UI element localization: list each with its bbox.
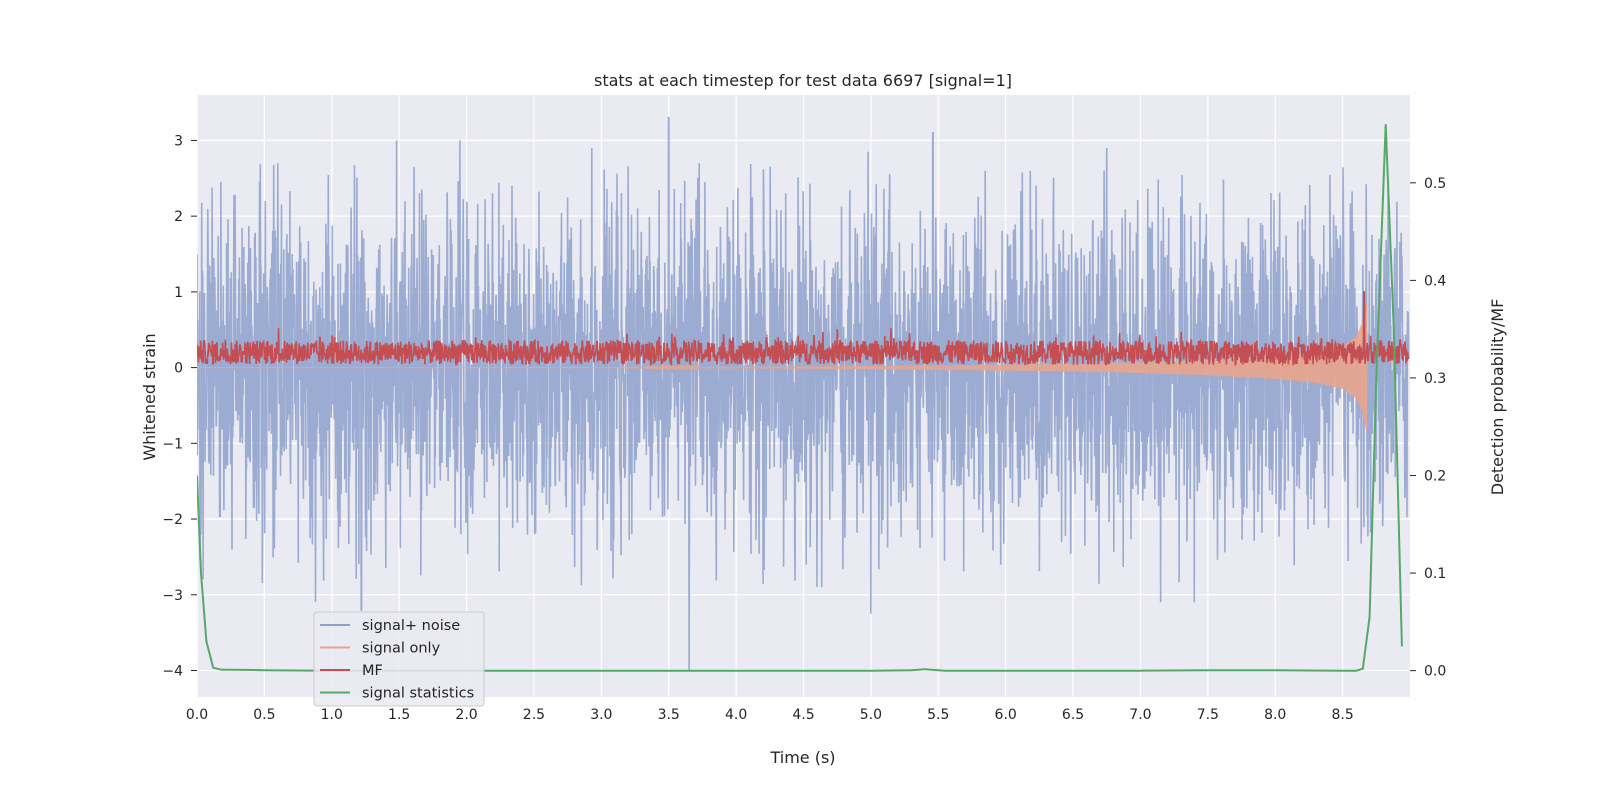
series-group <box>197 116 1410 672</box>
series-signal-statistics-line <box>197 124 1403 672</box>
x-tick-label: 8.5 <box>1331 707 1353 723</box>
y2-tick-label: 0.0 <box>1424 664 1446 680</box>
y-tick-label: −2 <box>162 512 183 528</box>
x-axis-ticks: 0.0 0.5 1.0 1.5 2.0 2.5 3.0 3.5 4.0 4.5 5.0 5.5 6.0 6… <box>186 707 1354 723</box>
y-tick-label: −1 <box>162 436 183 452</box>
x-tick-label: 3.5 <box>658 707 680 723</box>
x-tick-label: 6.5 <box>1062 707 1084 723</box>
x-tick-label: 3.0 <box>590 707 612 723</box>
y2-tick-label: 0.2 <box>1424 469 1446 485</box>
y-axis-ticks: 3 2 1 0 −1 −2 −3 −4 <box>162 133 197 679</box>
y-tick-label: 0 <box>174 361 183 377</box>
y2-tick-label: 0.1 <box>1424 566 1446 582</box>
x-tick-label: 1.0 <box>321 707 343 723</box>
series-signal-noise-line <box>197 116 1410 671</box>
x-axis-label: Time (s) <box>769 748 835 767</box>
y2-axis-ticks: 0.5 0.4 0.3 0.2 0.1 0.0 <box>1410 176 1446 680</box>
legend-label: signal statistics <box>362 686 474 702</box>
y2-tick-label: 0.3 <box>1424 371 1446 387</box>
x-tick-label: 7.0 <box>1129 707 1151 723</box>
x-tick-label: 5.5 <box>927 707 949 723</box>
y-axis-label: Whitened strain <box>140 333 159 460</box>
x-tick-label: 2.0 <box>455 707 477 723</box>
legend-label: MF <box>362 663 383 679</box>
x-tick-label: 0.0 <box>186 707 208 723</box>
x-tick-label: 1.5 <box>388 707 410 723</box>
y-tick-label: 1 <box>174 285 183 301</box>
x-tick-label: 7.5 <box>1197 707 1219 723</box>
series-signal-only-line <box>197 303 1368 431</box>
x-tick-label: 8.0 <box>1264 707 1286 723</box>
y2-tick-label: 0.4 <box>1424 273 1446 289</box>
x-tick-label: 4.0 <box>725 707 747 723</box>
legend: signal+ noise signal only MF signal statist… <box>313 611 485 707</box>
x-tick-label: 4.5 <box>792 707 814 723</box>
x-tick-label: 6.0 <box>995 707 1017 723</box>
series-mf-line <box>197 291 1410 367</box>
chart-title: stats at each timestep for test data 669… <box>594 71 1012 90</box>
y-tick-label: 2 <box>174 209 183 225</box>
x-tick-label: 2.5 <box>523 707 545 723</box>
y2-tick-label: 0.5 <box>1424 176 1446 192</box>
y2-axis-label: Detection probability/MF <box>1488 299 1507 496</box>
x-tick-label: 0.5 <box>253 707 275 723</box>
legend-box <box>313 611 485 707</box>
y-tick-label: −3 <box>162 588 183 604</box>
plot-area <box>196 95 1410 697</box>
x-tick-label: 5.0 <box>860 707 882 723</box>
legend-label: signal+ noise <box>362 618 460 634</box>
legend-label: signal only <box>362 641 441 657</box>
y-tick-label: −4 <box>162 663 183 679</box>
y-tick-label: 3 <box>174 133 183 149</box>
